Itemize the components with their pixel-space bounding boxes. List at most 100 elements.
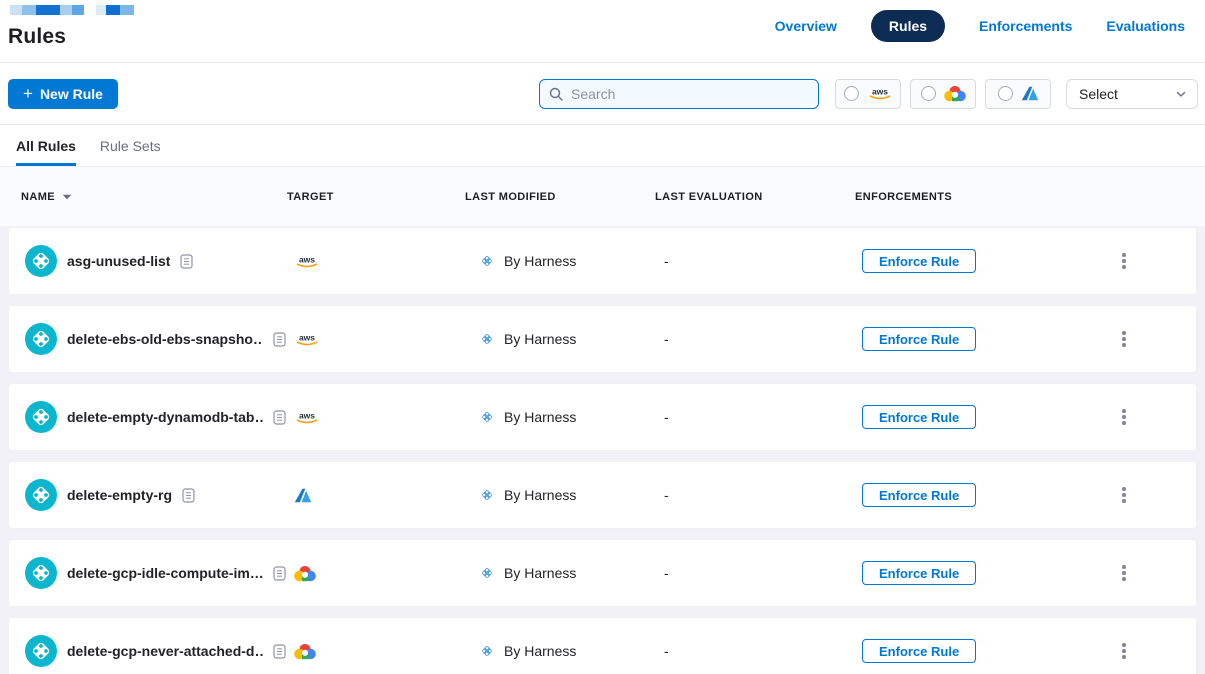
gcp-radio[interactable] [920, 86, 936, 101]
rule-name[interactable]: delete-ebs-old-ebs-snapsho… [67, 331, 263, 347]
nav-item-rules-active[interactable]: Rules [870, 10, 946, 42]
enforcements-cell: Enforce Rule [862, 327, 1115, 351]
rule-name-cell: delete-gcp-idle-compute-im… [25, 557, 294, 589]
kebab-dot [1122, 571, 1126, 575]
new-rule-label: New Rule [39, 85, 103, 102]
brand-breadcrumb-blocks [10, 5, 134, 15]
aws-logo-icon: aws [294, 254, 320, 269]
row-menu-button[interactable] [1115, 327, 1133, 351]
enforce-rule-button[interactable]: Enforce Rule [862, 483, 977, 507]
last-modified-cell: By Harness [479, 253, 664, 269]
table-header: NAME TARGET LAST MODIFIED LAST EVALUATIO… [0, 167, 1205, 226]
kebab-dot [1122, 493, 1126, 497]
rule-name[interactable]: delete-empty-rg [67, 487, 173, 503]
gcp-logo-icon [294, 565, 316, 582]
filter-select-dropdown[interactable]: Select [1066, 78, 1198, 109]
svg-text:aws: aws [299, 254, 315, 264]
last-evaluation-cell: - [664, 643, 669, 659]
row-menu-button[interactable] [1115, 639, 1133, 663]
nav-item-overview[interactable]: Overview [774, 18, 837, 34]
copy-icon[interactable] [273, 409, 286, 425]
last-modified-value: By Harness [504, 409, 577, 425]
enforcements-cell: Enforce Rule [862, 639, 1115, 663]
aws-radio[interactable] [843, 86, 859, 101]
rule-icon [25, 245, 57, 277]
search-box[interactable] [539, 78, 819, 109]
kebab-dot [1122, 499, 1126, 503]
tab-all-rules[interactable]: All Rules [16, 125, 76, 166]
rule-icon [25, 635, 57, 667]
column-header-name[interactable]: NAME [21, 191, 287, 203]
enforce-rule-button[interactable]: Enforce Rule [862, 639, 977, 663]
rule-name-cell: delete-ebs-old-ebs-snapsho… [25, 323, 294, 355]
table-row[interactable]: delete-gcp-idle-compute-im… [8, 539, 1197, 607]
search-input[interactable] [571, 85, 791, 102]
row-menu-button[interactable] [1115, 405, 1133, 429]
rule-icon [25, 323, 57, 355]
aws-logo-icon: aws [294, 332, 320, 347]
tab-rule-sets[interactable]: Rule Sets [99, 137, 161, 154]
nav-item-evaluations[interactable]: Evaluations [1106, 18, 1185, 34]
last-modified-value: By Harness [504, 253, 577, 269]
enforce-rule-button[interactable]: Enforce Rule [862, 249, 977, 273]
rule-name[interactable]: delete-gcp-idle-compute-im… [67, 565, 263, 581]
provider-filters: aws [835, 78, 1051, 109]
new-rule-button[interactable]: + New Rule [8, 78, 118, 109]
rule-name-cell: asg-unused-list [25, 245, 294, 277]
kebab-dot [1122, 265, 1126, 269]
enforcements-cell: Enforce Rule [862, 249, 1115, 273]
enforce-rule-button[interactable]: Enforce Rule [862, 561, 977, 585]
page-header: Rules Overview Rules Enforcements Evalua… [0, 0, 1205, 63]
last-modified-value: By Harness [504, 331, 577, 347]
azure-logo-icon [294, 488, 312, 503]
row-menu-button[interactable] [1115, 483, 1133, 507]
last-modified-cell: By Harness [479, 409, 664, 425]
nav-item-enforcements[interactable]: Enforcements [979, 18, 1073, 34]
table-row[interactable]: delete-empty-rg [8, 461, 1197, 529]
filter-azure-button[interactable] [985, 78, 1051, 109]
table-row[interactable]: delete-ebs-old-ebs-snapsho… aws [8, 305, 1197, 373]
copy-icon[interactable] [273, 643, 286, 659]
kebab-dot [1122, 259, 1126, 263]
sort-caret-icon [62, 194, 72, 200]
plus-icon: + [23, 84, 33, 103]
last-modified-value: By Harness [504, 487, 577, 503]
last-evaluation-cell: - [664, 565, 669, 581]
kebab-dot [1122, 577, 1126, 581]
enforce-rule-button[interactable]: Enforce Rule [862, 405, 977, 429]
rule-name-cell: delete-gcp-never-attached-d… [25, 635, 294, 667]
kebab-dot [1122, 415, 1126, 419]
top-nav: Overview Rules Enforcements Evaluations [775, 10, 1185, 42]
copy-icon[interactable] [182, 487, 195, 503]
copy-icon[interactable] [273, 565, 286, 581]
filter-aws-button[interactable]: aws [835, 78, 901, 109]
aws-logo-icon: aws [294, 410, 320, 425]
kebab-dot [1122, 409, 1126, 413]
copy-icon[interactable] [180, 253, 194, 269]
rule-name[interactable]: delete-gcp-never-attached-d… [67, 643, 263, 659]
rule-name[interactable]: asg-unused-list [67, 253, 171, 269]
svg-text:aws: aws [299, 410, 315, 420]
enforce-rule-button[interactable]: Enforce Rule [862, 327, 977, 351]
column-name-label: NAME [21, 190, 55, 203]
table-row[interactable]: delete-empty-dynamodb-tab… aws [8, 383, 1197, 451]
toolbar: + New Rule aws [0, 63, 1205, 125]
rule-name-cell: delete-empty-rg [25, 479, 294, 511]
kebab-dot [1122, 565, 1126, 569]
filter-gcp-button[interactable] [910, 78, 976, 109]
tabs-bar: All Rules Rule Sets [0, 125, 1205, 167]
rule-name[interactable]: delete-empty-dynamodb-tab… [67, 409, 263, 425]
azure-radio[interactable] [997, 86, 1013, 101]
copy-icon[interactable] [273, 331, 286, 347]
kebab-dot [1122, 331, 1126, 335]
row-menu-button[interactable] [1115, 249, 1133, 273]
search-icon [548, 86, 564, 102]
enforcements-cell: Enforce Rule [862, 483, 1115, 507]
page-title: Rules [8, 25, 67, 48]
target-cell [294, 488, 479, 503]
aws-logo-icon: aws [867, 86, 893, 101]
row-menu-button[interactable] [1115, 561, 1133, 585]
table-row[interactable]: asg-unused-list aws [8, 227, 1197, 295]
harness-logo-icon [479, 565, 495, 581]
table-row[interactable]: delete-gcp-never-attached-d… [8, 617, 1197, 674]
